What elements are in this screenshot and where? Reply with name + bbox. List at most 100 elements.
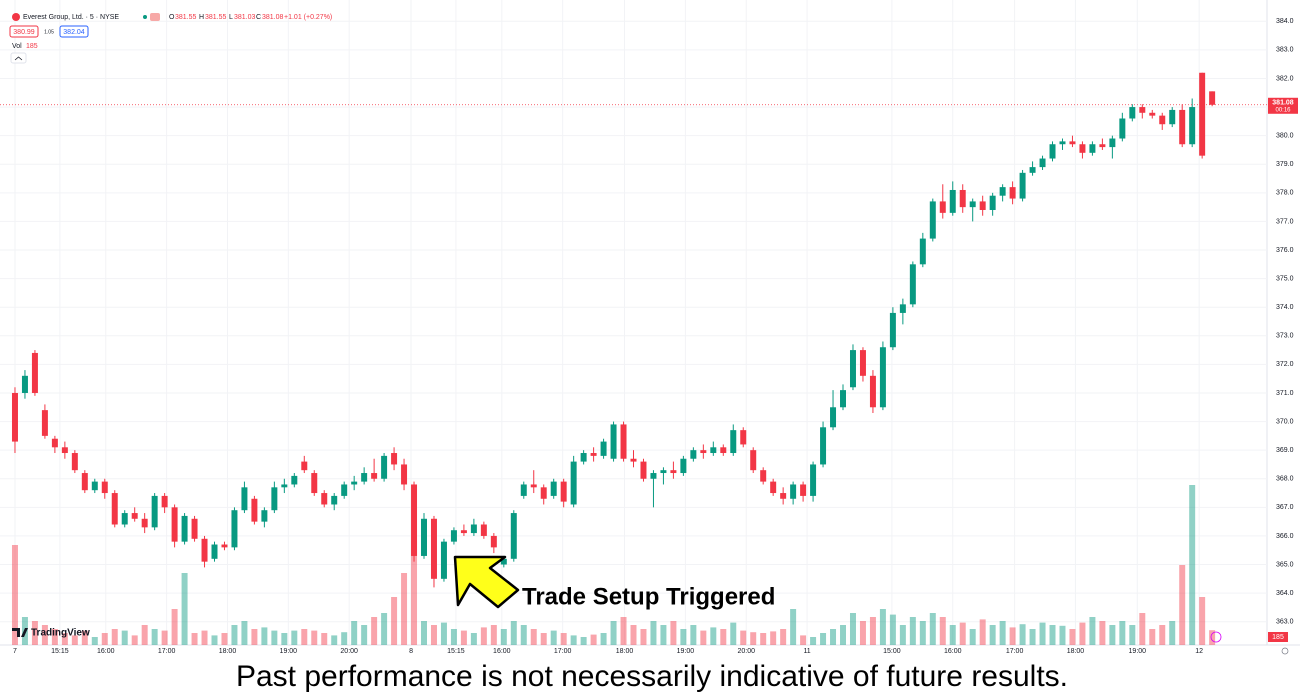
candle-body bbox=[1159, 115, 1166, 125]
volume-bar bbox=[381, 613, 388, 645]
volume-bar bbox=[480, 627, 487, 645]
volume-bar bbox=[889, 614, 896, 645]
candle-layer bbox=[11, 72, 1216, 588]
buy-button[interactable] bbox=[59, 25, 89, 38]
y-tick-label: 384.0 bbox=[1276, 18, 1294, 25]
x-tick-label: 18:00 bbox=[616, 648, 634, 655]
x-tick-label: 19:00 bbox=[280, 648, 298, 655]
volume-bar bbox=[830, 629, 837, 645]
volume-bar bbox=[780, 629, 787, 645]
y-tick-label: 368.0 bbox=[1276, 476, 1294, 483]
status-dot bbox=[143, 15, 147, 19]
candle-body bbox=[490, 535, 497, 548]
collapse-button[interactable] bbox=[10, 52, 27, 64]
volume-bar bbox=[790, 609, 797, 645]
candle-body bbox=[690, 450, 697, 459]
x-tick-label: 17:00 bbox=[158, 648, 176, 655]
candle-body bbox=[1049, 144, 1056, 159]
candle-body bbox=[91, 481, 98, 491]
volume-bar bbox=[740, 630, 747, 645]
ohlc-o-prefix: O bbox=[169, 14, 175, 21]
volume-bar bbox=[1169, 621, 1176, 645]
volume-bar bbox=[1149, 629, 1156, 645]
candle-body bbox=[610, 424, 617, 459]
volume-bar bbox=[929, 613, 936, 645]
candle-body bbox=[670, 470, 677, 474]
candle-body bbox=[141, 518, 148, 528]
volume-layer bbox=[11, 485, 1216, 645]
volume-bar bbox=[640, 629, 647, 645]
axes: 363.0 364.0 365.0 366.0 367.0 368.0 369.0 370.0… bbox=[0, 18, 1298, 655]
x-tick-label: 12 bbox=[1195, 648, 1203, 655]
candle-body bbox=[31, 352, 38, 393]
candle-body bbox=[61, 447, 68, 454]
candle-body bbox=[800, 484, 807, 496]
candle-body bbox=[151, 495, 158, 528]
volume-bar bbox=[1179, 565, 1186, 645]
candle-body bbox=[470, 524, 477, 534]
volume-bar bbox=[979, 619, 986, 645]
candle-body bbox=[909, 264, 916, 305]
y-tick-label: 382.0 bbox=[1276, 75, 1294, 82]
volume-bar bbox=[331, 635, 338, 645]
candle-body bbox=[281, 484, 288, 488]
volume-bar bbox=[650, 621, 657, 645]
candle-body bbox=[849, 350, 856, 388]
candle-body bbox=[311, 473, 318, 494]
event-icon[interactable] bbox=[1210, 631, 1222, 643]
candle-body bbox=[919, 238, 926, 265]
x-tick-label: 15:00 bbox=[883, 648, 901, 655]
volume-bar bbox=[1209, 630, 1216, 645]
volume-bar bbox=[570, 635, 577, 645]
volume-bar bbox=[460, 630, 467, 645]
annotation-text: Trade Setup Triggered bbox=[522, 583, 775, 610]
volume-bar bbox=[1019, 624, 1026, 645]
candle-body bbox=[889, 312, 896, 348]
volume-bar bbox=[1009, 627, 1016, 645]
caption: Past performance is not necessarily indi… bbox=[236, 660, 1068, 693]
volume-bar bbox=[849, 613, 856, 645]
sell-button[interactable] bbox=[9, 25, 39, 38]
volume-bar bbox=[341, 632, 348, 645]
candle-body bbox=[251, 498, 258, 522]
volume-bar bbox=[510, 621, 517, 645]
volume-bar bbox=[690, 625, 697, 645]
candle-body bbox=[261, 510, 268, 522]
candle-body bbox=[421, 518, 427, 556]
x-tick-label: 15:15 bbox=[51, 648, 69, 655]
candle-body bbox=[730, 430, 737, 454]
volume-bar bbox=[41, 625, 48, 645]
candle-body bbox=[371, 473, 378, 479]
volume-title: Vol bbox=[12, 43, 22, 50]
candle-body bbox=[341, 484, 348, 496]
candle-body bbox=[770, 481, 777, 494]
volume-bar bbox=[610, 621, 617, 645]
volume-bar bbox=[61, 633, 68, 645]
candle-body bbox=[700, 450, 707, 454]
volume-bar bbox=[520, 625, 527, 645]
symbol-title[interactable]: Everest Group, Ltd. · 5 · NYSE bbox=[23, 14, 119, 21]
volume-bar bbox=[1089, 617, 1096, 645]
settings-icon[interactable] bbox=[1281, 647, 1289, 655]
candle-body bbox=[301, 461, 308, 471]
grid bbox=[0, 0, 1267, 645]
brand-logo bbox=[12, 628, 28, 637]
volume-bar bbox=[401, 573, 408, 645]
volume-bar bbox=[919, 621, 926, 645]
x-tick-label: 16:00 bbox=[944, 648, 962, 655]
candle-body bbox=[71, 453, 78, 471]
candle-body bbox=[590, 453, 597, 456]
candle-body bbox=[401, 464, 408, 485]
volume-bar bbox=[470, 633, 477, 645]
last-price-label: 381.08 bbox=[1272, 100, 1294, 107]
volume-bar bbox=[301, 629, 308, 645]
candle-body bbox=[520, 484, 527, 496]
candle-body bbox=[939, 201, 946, 213]
volume-bar bbox=[1099, 621, 1106, 645]
ohlc-low: 381.03 bbox=[234, 14, 256, 21]
candle-body bbox=[820, 427, 827, 465]
candle-body bbox=[391, 453, 398, 465]
x-tick-label: 17:00 bbox=[1006, 648, 1024, 655]
volume-bar bbox=[750, 632, 757, 645]
volume-bar bbox=[111, 629, 118, 645]
